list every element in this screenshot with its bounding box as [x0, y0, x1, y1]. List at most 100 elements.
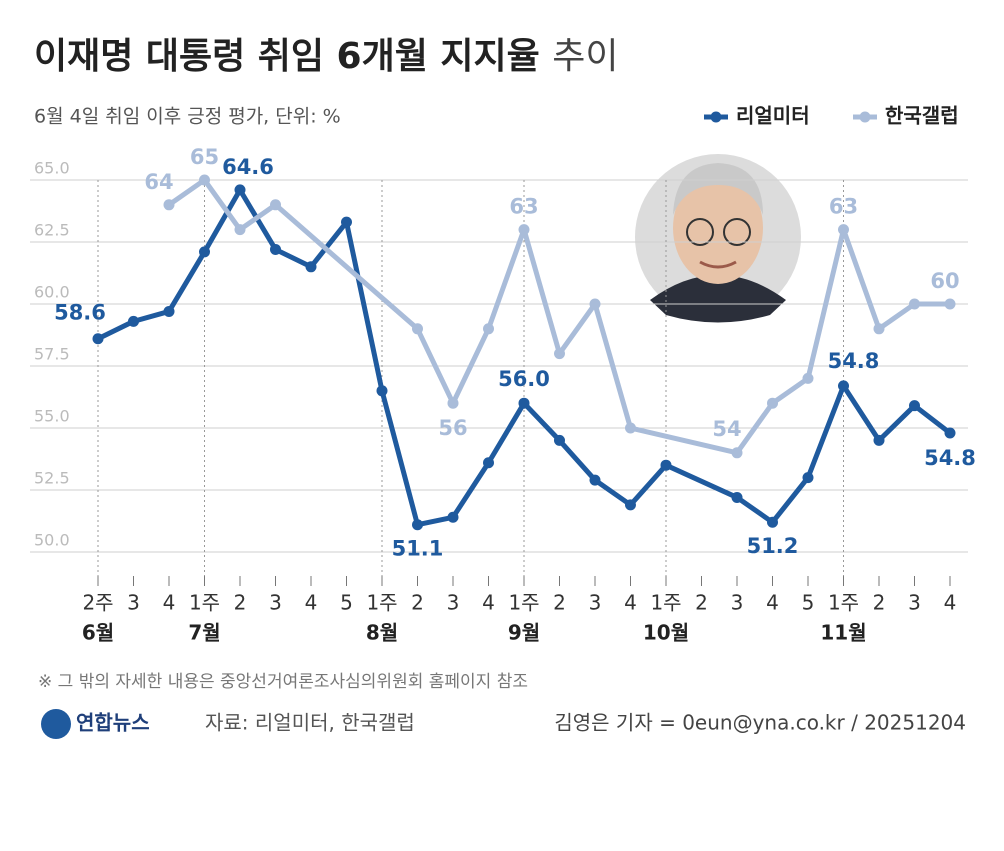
y-tick-label: 62.5: [34, 221, 70, 240]
data-point: [128, 315, 139, 327]
x-tick-label: 5: [802, 591, 815, 615]
data-point: [305, 261, 317, 273]
month-label: 10월: [643, 621, 689, 645]
logo: 연합뉴스: [76, 711, 150, 735]
x-tick-label: 1주: [650, 591, 681, 615]
month-label: 9월: [508, 621, 540, 645]
x-tick-label: 4: [624, 591, 637, 615]
data-label: 51.2: [747, 534, 799, 558]
data-point: [909, 298, 920, 310]
data-label: 64: [144, 170, 173, 194]
x-tick-label: 3: [269, 591, 282, 615]
data-point: [802, 372, 814, 384]
chart-title: 이재명 대통령 취임 6개월 지지율 추이: [34, 36, 619, 77]
x-tick-label: 1주: [189, 591, 220, 615]
portrait: [635, 154, 801, 323]
legend-label: 한국갤럽: [885, 104, 959, 128]
data-point: [447, 511, 459, 523]
data-point: [802, 472, 814, 484]
data-point: [554, 434, 565, 446]
data-label: 51.1: [392, 537, 444, 561]
x-tick-label: 3: [589, 591, 602, 615]
data-label: 56.0: [498, 367, 550, 391]
x-tick-label: 2: [695, 591, 708, 615]
legend-dot: [710, 111, 722, 123]
month-label: 6월: [82, 621, 114, 645]
y-tick-label: 52.5: [34, 469, 70, 488]
data-label: 63: [509, 195, 538, 219]
credit: 김영은 기자 = 0eun@yna.co.kr / 20251204: [554, 711, 966, 735]
data-point: [270, 199, 281, 211]
data-point: [234, 224, 246, 236]
data-point: [909, 400, 920, 412]
title-main: 이재명 대통령 취임 6개월 지지율: [34, 36, 540, 77]
data-point: [234, 184, 246, 196]
legend-dot: [859, 111, 871, 123]
data-point: [412, 323, 423, 335]
legend-label: 리얼미터: [736, 104, 810, 128]
x-tick-label: 1주: [508, 591, 539, 615]
data-point: [412, 519, 423, 531]
data-point: [944, 298, 956, 310]
data-label: 56: [438, 416, 467, 440]
x-tick-label: 4: [305, 591, 318, 615]
x-tick-label: 2: [411, 591, 424, 615]
y-tick-label: 50.0: [34, 531, 70, 550]
data-point: [376, 385, 388, 397]
x-tick-label: 4: [482, 591, 495, 615]
logo-icon: [41, 709, 71, 739]
x-tick-label: 3: [447, 591, 460, 615]
data-label: 60: [930, 269, 959, 293]
y-tick-label: 57.5: [34, 345, 70, 364]
subtitle: 6월 4일 취임 이후 긍정 평가, 단위: %: [34, 106, 341, 128]
data-point: [731, 447, 743, 459]
data-point: [589, 298, 601, 310]
data-point: [660, 459, 672, 471]
data-point: [270, 243, 281, 255]
data-point: [838, 380, 849, 392]
data-point: [163, 305, 175, 317]
x-tick-label: 1주: [366, 591, 397, 615]
data-point: [163, 199, 175, 211]
y-tick-label: 60.0: [34, 283, 70, 302]
data-point: [554, 348, 565, 360]
data-point: [838, 224, 849, 236]
data-label: 65: [190, 145, 219, 169]
data-label: 54.8: [828, 349, 880, 373]
data-point: [873, 434, 885, 446]
x-tick-label: 1주: [828, 591, 859, 615]
data-point: [767, 397, 778, 409]
title-suffix: 추이: [552, 36, 618, 77]
data-point: [483, 323, 494, 335]
x-tick-label: 3: [908, 591, 921, 615]
month-label: 7월: [188, 621, 220, 645]
data-label: 54.8: [924, 446, 976, 470]
data-point: [731, 491, 743, 503]
x-tick-label: 2: [873, 591, 886, 615]
x-tick-label: 4: [944, 591, 957, 615]
data-point: [199, 246, 210, 258]
x-tick-label: 2주: [82, 591, 113, 615]
series-line: [96, 187, 952, 528]
data-label: 63: [829, 195, 858, 219]
data-point: [447, 397, 459, 409]
x-tick-label: 5: [340, 591, 353, 615]
data-point: [92, 333, 104, 345]
series-line: [167, 177, 950, 456]
data-label: 64.6: [222, 155, 274, 179]
x-tick-label: 2: [234, 591, 247, 615]
x-tick-label: 2: [553, 591, 566, 615]
source: 자료: 리얼미터, 한국갤럽: [205, 711, 415, 735]
data-point: [873, 323, 885, 335]
data-label: 58.6: [54, 301, 106, 325]
month-label: 11월: [820, 621, 866, 645]
data-point: [944, 427, 956, 439]
data-point: [483, 457, 494, 469]
data-point: [199, 174, 210, 186]
data-point: [589, 474, 601, 486]
y-tick-label: 55.0: [34, 407, 70, 426]
data-point: [625, 499, 636, 511]
data-point: [518, 397, 530, 409]
